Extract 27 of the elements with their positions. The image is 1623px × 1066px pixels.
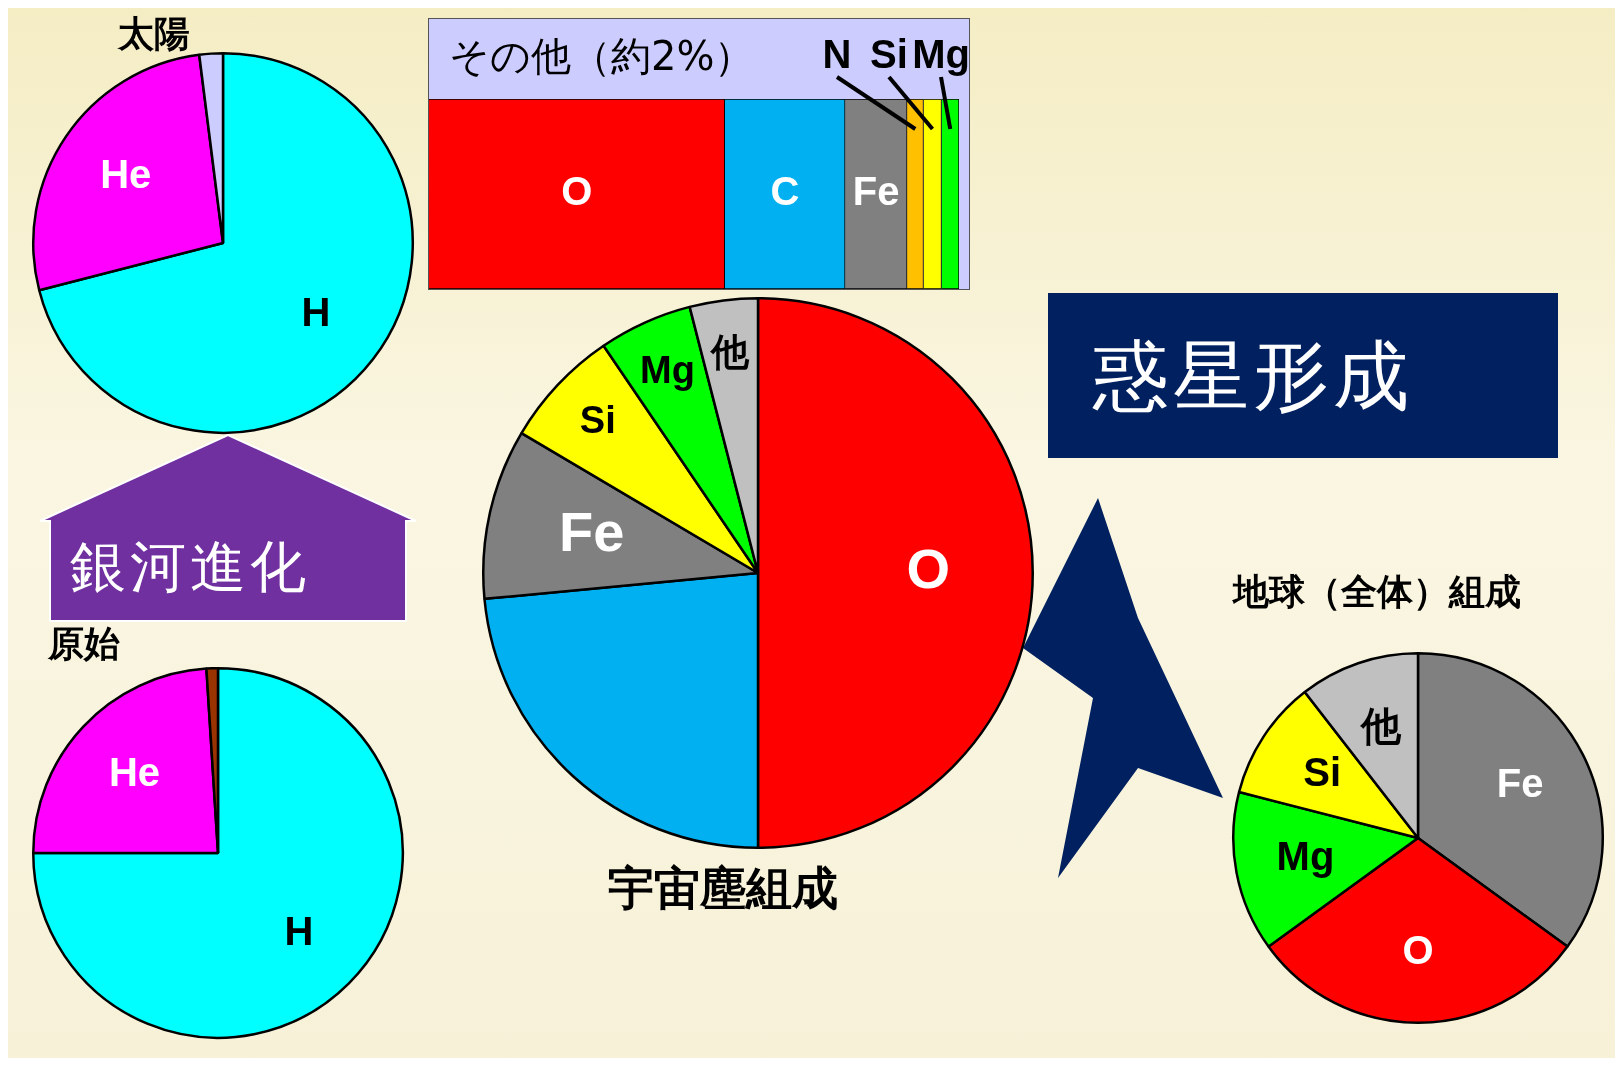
slice-label: He (108, 749, 161, 794)
slice-label: Fe (559, 500, 625, 564)
slice-label: Mg (1276, 834, 1335, 879)
series-label: O (561, 169, 593, 214)
series-label: Si (870, 32, 908, 77)
slice-label: Si (579, 399, 616, 442)
slice-label: H (301, 290, 331, 335)
slice-label: Si (1303, 750, 1342, 795)
series-label: Mg (912, 32, 970, 77)
slice-label: Mg (640, 349, 695, 392)
slice-label: 他 (1358, 703, 1402, 750)
text: 宇宙塵組成 (608, 860, 838, 917)
slice-label: H (284, 909, 314, 954)
chart-title: 地球（全体）組成 (1233, 570, 1521, 614)
slice-label: Fe (1496, 761, 1544, 806)
series-label: N (822, 32, 852, 77)
slice-label: O (906, 537, 951, 601)
text: 銀河進化 (70, 533, 310, 601)
chart-title: 原始 (48, 622, 120, 666)
slice-label: 他 (709, 329, 751, 374)
series-label: C (770, 169, 800, 214)
series-label: Fe (852, 169, 900, 214)
text: 惑星形成 (1093, 330, 1413, 422)
slice-label: He (100, 151, 152, 196)
chart-title: 太陽 (118, 12, 190, 56)
chart-title: その他（約2%） (449, 32, 755, 81)
slice-label: O (1402, 927, 1434, 972)
